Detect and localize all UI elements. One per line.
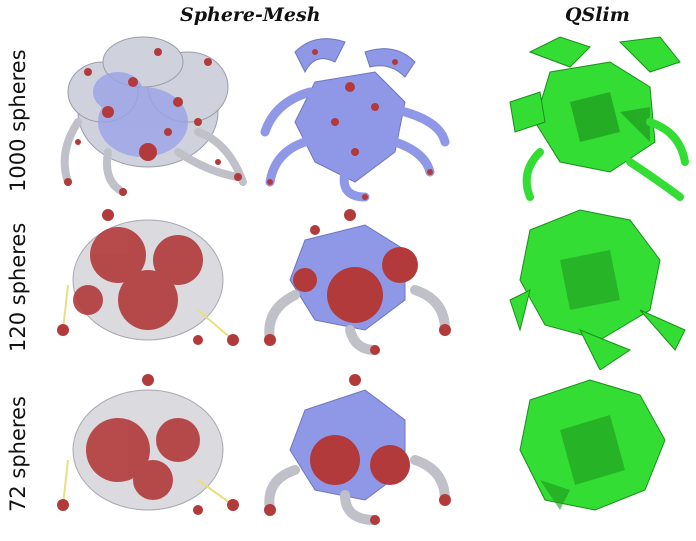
render-spheremesh-hull-1000 [48,32,248,202]
column-header-qslim: QSlim [565,4,630,26]
render-qslim-72 [500,370,690,530]
row-label-1000: 1000 spheres [6,49,30,192]
render-spheremesh-hull-120 [48,200,248,360]
render-qslim-1000 [500,32,690,202]
column-header-sphere-mesh: Sphere-Mesh [180,4,321,26]
render-spheremesh-mesh-1000 [255,32,455,202]
render-spheremesh-hull-72 [48,370,248,530]
row-label-72: 72 spheres [6,396,30,512]
render-qslim-120 [500,200,690,370]
render-spheremesh-mesh-72 [255,370,455,530]
render-spheremesh-mesh-120 [255,200,455,360]
row-label-120: 120 spheres [6,222,30,352]
